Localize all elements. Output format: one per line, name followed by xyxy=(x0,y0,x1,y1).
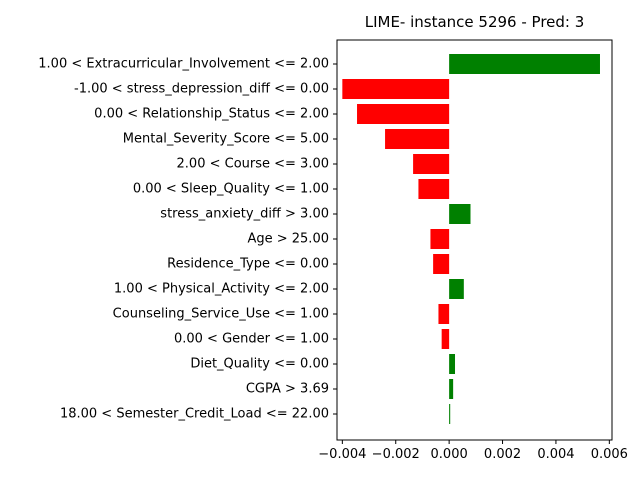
x-tick-label-2: 0.000 xyxy=(431,447,468,462)
y-tick-label-3: Mental_Severity_Score <= 5.00 xyxy=(123,132,329,147)
y-tick-label-12: Diet_Quality <= 0.00 xyxy=(190,357,329,372)
x-tick-label-1: −0.002 xyxy=(372,447,420,462)
y-tick-label-14: 18.00 < Semester_Credit_Load <= 22.00 xyxy=(60,407,329,422)
bar-1 xyxy=(342,79,450,99)
y-tick-label-10: Counseling_Service_Use <= 1.00 xyxy=(113,307,329,322)
bar-3 xyxy=(385,129,450,149)
y-tick-labels: 1.00 < Extracurricular_Involvement <= 2.… xyxy=(38,57,337,422)
x-tick-label-5: 0.006 xyxy=(591,447,628,462)
y-tick-label-13: CGPA > 3.69 xyxy=(246,382,329,397)
bar-4 xyxy=(413,154,450,174)
bar-11 xyxy=(441,329,450,349)
y-tick-label-7: Age > 25.00 xyxy=(247,232,329,247)
bar-7 xyxy=(430,229,450,249)
x-tick-label-4: 0.004 xyxy=(537,447,574,462)
x-tick-label-3: 0.002 xyxy=(484,447,521,462)
bar-0 xyxy=(449,54,600,74)
y-tick-label-5: 0.00 < Sleep_Quality <= 1.00 xyxy=(133,182,329,197)
bar-8 xyxy=(433,254,450,274)
y-tick-label-6: stress_anxiety_diff > 3.00 xyxy=(160,207,329,222)
bar-12 xyxy=(449,354,456,374)
y-tick-label-8: Residence_Type <= 0.00 xyxy=(167,257,329,272)
y-tick-label-4: 2.00 < Course <= 3.00 xyxy=(177,157,329,172)
y-tick-label-9: 1.00 < Physical_Activity <= 2.00 xyxy=(114,282,329,297)
bar-10 xyxy=(438,304,450,324)
y-tick-label-2: 0.00 < Relationship_Status <= 2.00 xyxy=(94,107,329,122)
y-tick-label-11: 0.00 < Gender <= 1.00 xyxy=(174,332,329,347)
bar-2 xyxy=(357,104,450,124)
bar-14 xyxy=(449,404,451,424)
bar-13 xyxy=(449,379,454,399)
x-ticks: −0.004 −0.002 0.000 0.002 0.004 0.006 xyxy=(318,440,628,462)
bar-9 xyxy=(449,279,464,299)
chart-title: LIME- instance 5296 - Pred: 3 xyxy=(365,13,585,31)
bar-6 xyxy=(449,204,471,224)
y-tick-label-1: -1.00 < stress_depression_diff <= 0.00 xyxy=(74,82,329,97)
plot-frame xyxy=(336,39,613,441)
x-tick-label-0: −0.004 xyxy=(318,447,366,462)
y-tick-label-0: 1.00 < Extracurricular_Involvement <= 2.… xyxy=(38,57,329,72)
bars-layer xyxy=(342,54,600,424)
bar-5 xyxy=(418,179,450,199)
